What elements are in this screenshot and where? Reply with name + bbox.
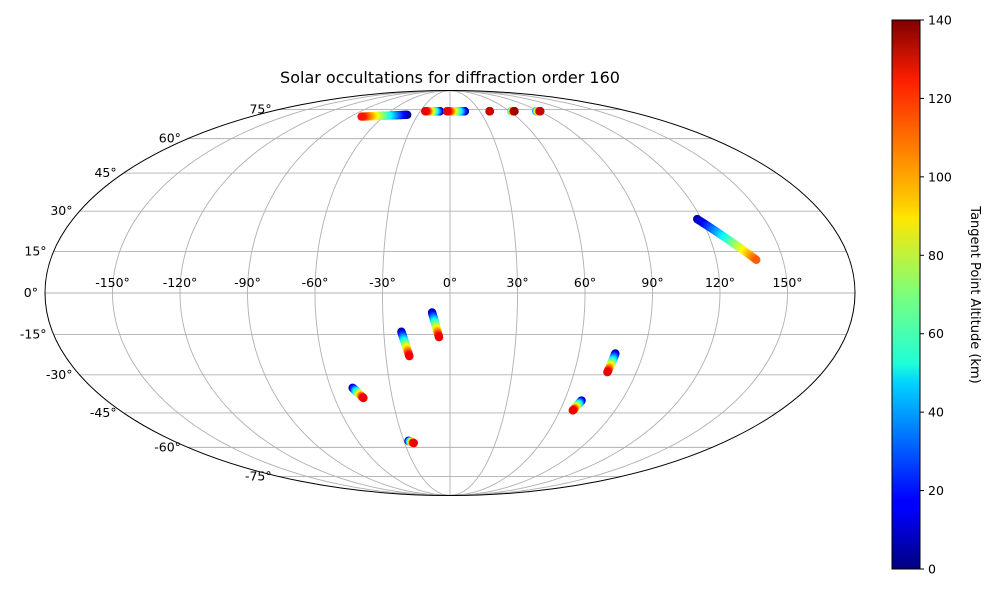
colorbar: 0 20 40 60 80 100 120 140 Tangent Point Altitud… (891, 13, 982, 577)
colorbar-tick-label: 140 (928, 13, 952, 28)
longitude-tick-label: 0° (443, 275, 457, 290)
data-point (510, 107, 519, 116)
longitude-tick-label: 90° (641, 275, 663, 290)
data-point (359, 393, 368, 403)
data-point (536, 107, 545, 116)
colorbar-tick-label: 20 (928, 483, 944, 498)
tick-labels: -150° -120° -90° -60° -30° 0° 30° 60° 90° 120° 150… (20, 102, 803, 484)
data-point (752, 255, 761, 264)
longitude-tick-label: 150° (772, 275, 802, 290)
data-point (568, 406, 578, 415)
latitude-tick-label: -30° (46, 367, 73, 382)
data-point (405, 351, 414, 361)
latitude-tick-label: 0° (24, 285, 38, 300)
occultation-track (348, 383, 368, 403)
occultation-track (485, 107, 494, 116)
colorbar-ticks: 0 20 40 60 80 100 120 140 (920, 13, 952, 577)
colorbar-tick-label: 40 (928, 405, 944, 420)
colorbar-gradient (891, 19, 921, 570)
latitude-tick-label: -45° (90, 405, 117, 420)
occultation-track (404, 436, 418, 448)
data-point (357, 112, 366, 121)
data-point (442, 107, 452, 116)
longitude-tick-label: -60° (302, 275, 329, 290)
colorbar-label: Tangent Point Altitude (km) (967, 205, 982, 383)
longitude-tick-label: -30° (369, 275, 396, 290)
latitude-tick-label: -60° (154, 439, 181, 454)
longitude-tick-label: 30° (506, 275, 528, 290)
latitude-tick-label: 30° (50, 203, 72, 218)
latitude-tick-label: 75° (249, 102, 271, 117)
data-point (434, 332, 444, 342)
occultation-track (421, 107, 445, 116)
occultation-track (693, 214, 761, 264)
latitude-tick-label: -15° (20, 326, 47, 341)
latitude-tick-label: -75° (245, 468, 272, 483)
map-outline (44, 90, 856, 496)
longitude-tick-label: -90° (234, 275, 261, 290)
occultation-track (603, 349, 620, 377)
longitude-tick-label: 60° (574, 275, 596, 290)
occultation-track (568, 396, 586, 415)
latitude-tick-label: 60° (159, 131, 181, 146)
data-point (603, 367, 612, 377)
colorbar-tick-label: 100 (928, 169, 952, 184)
colorbar-tick-label: 80 (928, 248, 944, 263)
colorbar-tick-label: 0 (928, 562, 936, 577)
occultation-track (442, 107, 470, 116)
occultation-track (507, 107, 519, 116)
map-grid (44, 90, 856, 496)
data-point (409, 438, 418, 448)
colorbar-tick-label: 120 (928, 91, 952, 106)
occultation-track (357, 110, 412, 121)
longitude-tick-label: -150° (95, 275, 130, 290)
occultation-track (397, 327, 414, 361)
occultation-track (532, 107, 545, 116)
data-point (485, 107, 494, 116)
occultation-points (348, 107, 761, 448)
occultation-track (427, 308, 444, 342)
longitude-tick-label: -120° (163, 275, 198, 290)
colorbar-tick-label: 60 (928, 326, 944, 341)
latitude-tick-label: 15° (24, 244, 46, 259)
latitude-tick-label: 45° (94, 165, 116, 180)
data-point (421, 107, 430, 116)
longitude-tick-label: 120° (705, 275, 735, 290)
chart-title: Solar occultations for diffraction order… (280, 68, 620, 87)
